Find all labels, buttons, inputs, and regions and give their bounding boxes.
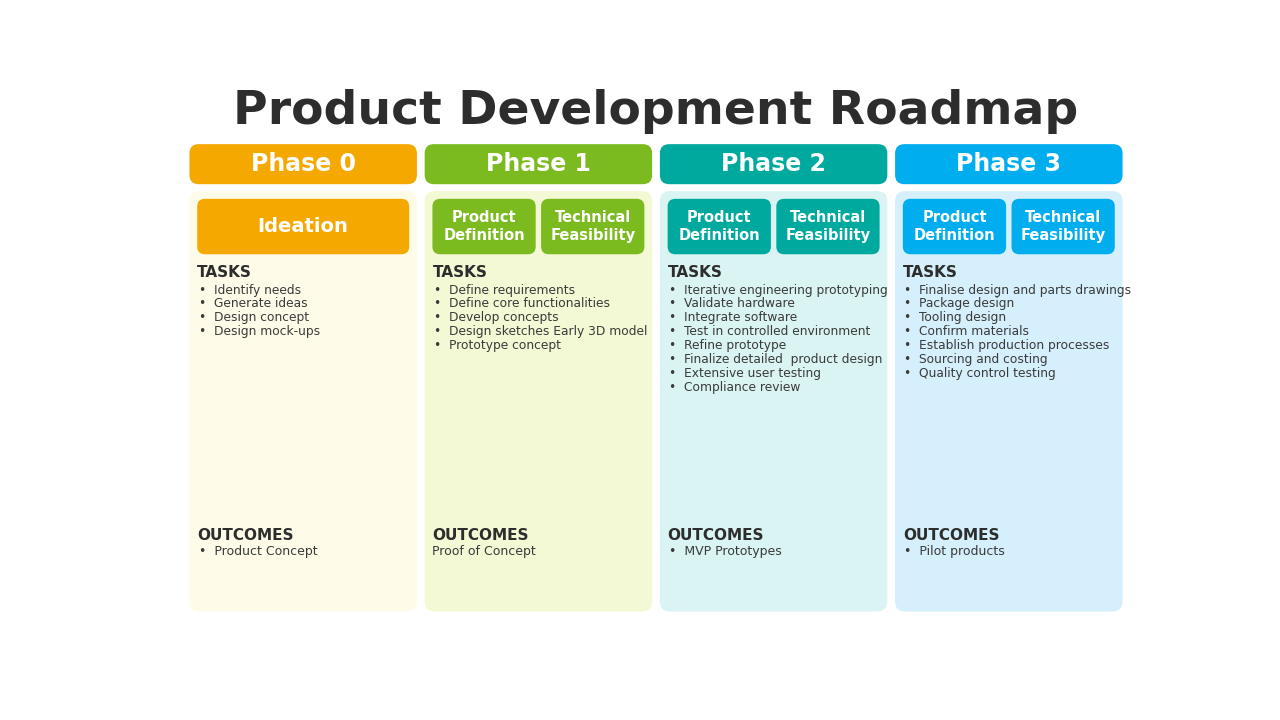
Text: •  Iterative engineering prototyping: • Iterative engineering prototyping xyxy=(669,284,888,297)
FancyBboxPatch shape xyxy=(660,191,887,611)
Text: •  Sourcing and costing: • Sourcing and costing xyxy=(905,353,1048,366)
Text: •  Finalise design and parts drawings: • Finalise design and parts drawings xyxy=(905,284,1132,297)
Text: Phase 0: Phase 0 xyxy=(251,152,356,176)
FancyBboxPatch shape xyxy=(189,144,417,184)
Text: •  Package design: • Package design xyxy=(905,297,1015,310)
Text: •  Test in controlled environment: • Test in controlled environment xyxy=(669,325,870,338)
Text: •  Product Concept: • Product Concept xyxy=(198,545,317,558)
Text: •  Refine prototype: • Refine prototype xyxy=(669,339,786,352)
Text: Technical
Feasibility: Technical Feasibility xyxy=(786,210,870,243)
Text: •  Design concept: • Design concept xyxy=(198,311,308,324)
Text: •  Compliance review: • Compliance review xyxy=(669,381,800,394)
Text: OUTCOMES: OUTCOMES xyxy=(197,528,293,544)
Text: •  Pilot products: • Pilot products xyxy=(905,545,1005,558)
FancyBboxPatch shape xyxy=(541,199,644,254)
Text: •  Define requirements: • Define requirements xyxy=(434,284,575,297)
Text: •  Generate ideas: • Generate ideas xyxy=(198,297,307,310)
FancyBboxPatch shape xyxy=(668,199,771,254)
FancyBboxPatch shape xyxy=(902,199,1006,254)
FancyBboxPatch shape xyxy=(433,199,536,254)
FancyBboxPatch shape xyxy=(425,144,652,184)
Text: Product
Definition: Product Definition xyxy=(914,210,996,243)
FancyBboxPatch shape xyxy=(895,191,1123,611)
Text: TASKS: TASKS xyxy=(668,265,722,280)
Text: Product
Definition: Product Definition xyxy=(443,210,525,243)
Text: Phase 3: Phase 3 xyxy=(956,152,1061,176)
Text: •  Define core functionalities: • Define core functionalities xyxy=(434,297,611,310)
FancyBboxPatch shape xyxy=(660,144,887,184)
Text: Product
Definition: Product Definition xyxy=(678,210,760,243)
Text: •  Establish production processes: • Establish production processes xyxy=(905,339,1110,352)
Text: •  MVP Prototypes: • MVP Prototypes xyxy=(669,545,782,558)
Text: TASKS: TASKS xyxy=(433,265,488,280)
FancyBboxPatch shape xyxy=(189,191,417,611)
Text: Technical
Feasibility: Technical Feasibility xyxy=(550,210,635,243)
FancyBboxPatch shape xyxy=(895,144,1123,184)
Text: OUTCOMES: OUTCOMES xyxy=(433,528,529,544)
Text: Ideation: Ideation xyxy=(257,217,348,236)
FancyBboxPatch shape xyxy=(1011,199,1115,254)
FancyBboxPatch shape xyxy=(776,199,879,254)
Text: •  Finalize detailed  product design: • Finalize detailed product design xyxy=(669,353,882,366)
Text: Proof of Concept: Proof of Concept xyxy=(433,545,536,558)
Text: •  Validate hardware: • Validate hardware xyxy=(669,297,795,310)
Text: Technical
Feasibility: Technical Feasibility xyxy=(1020,210,1106,243)
Text: •  Develop concepts: • Develop concepts xyxy=(434,311,558,324)
Text: OUTCOMES: OUTCOMES xyxy=(902,528,1000,544)
Text: •  Extensive user testing: • Extensive user testing xyxy=(669,366,822,379)
Text: •  Confirm materials: • Confirm materials xyxy=(905,325,1029,338)
Text: •  Identify needs: • Identify needs xyxy=(198,284,301,297)
Text: OUTCOMES: OUTCOMES xyxy=(668,528,764,544)
Text: Phase 1: Phase 1 xyxy=(486,152,591,176)
FancyBboxPatch shape xyxy=(425,191,652,611)
Text: •  Quality control testing: • Quality control testing xyxy=(905,366,1056,379)
Text: •  Design mock-ups: • Design mock-ups xyxy=(198,325,320,338)
Text: •  Design sketches Early 3D model: • Design sketches Early 3D model xyxy=(434,325,648,338)
Text: TASKS: TASKS xyxy=(197,265,252,280)
Text: Phase 2: Phase 2 xyxy=(721,152,826,176)
Text: •  Integrate software: • Integrate software xyxy=(669,311,797,324)
Text: •  Prototype concept: • Prototype concept xyxy=(434,339,561,352)
Text: TASKS: TASKS xyxy=(902,265,957,280)
FancyBboxPatch shape xyxy=(197,199,410,254)
Text: •  Tooling design: • Tooling design xyxy=(905,311,1006,324)
Text: Product Development Roadmap: Product Development Roadmap xyxy=(233,89,1079,133)
